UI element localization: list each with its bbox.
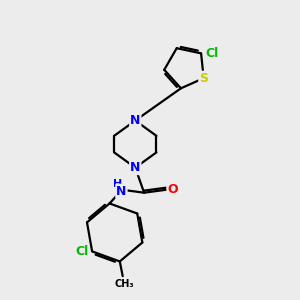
Text: N: N xyxy=(130,114,140,127)
Text: CH₃: CH₃ xyxy=(114,278,134,289)
Text: O: O xyxy=(167,183,178,196)
Text: H: H xyxy=(113,179,122,190)
Text: Cl: Cl xyxy=(206,47,219,60)
Text: S: S xyxy=(199,72,208,85)
Text: N: N xyxy=(130,161,140,174)
Text: Cl: Cl xyxy=(75,245,88,258)
Text: N: N xyxy=(116,185,127,198)
